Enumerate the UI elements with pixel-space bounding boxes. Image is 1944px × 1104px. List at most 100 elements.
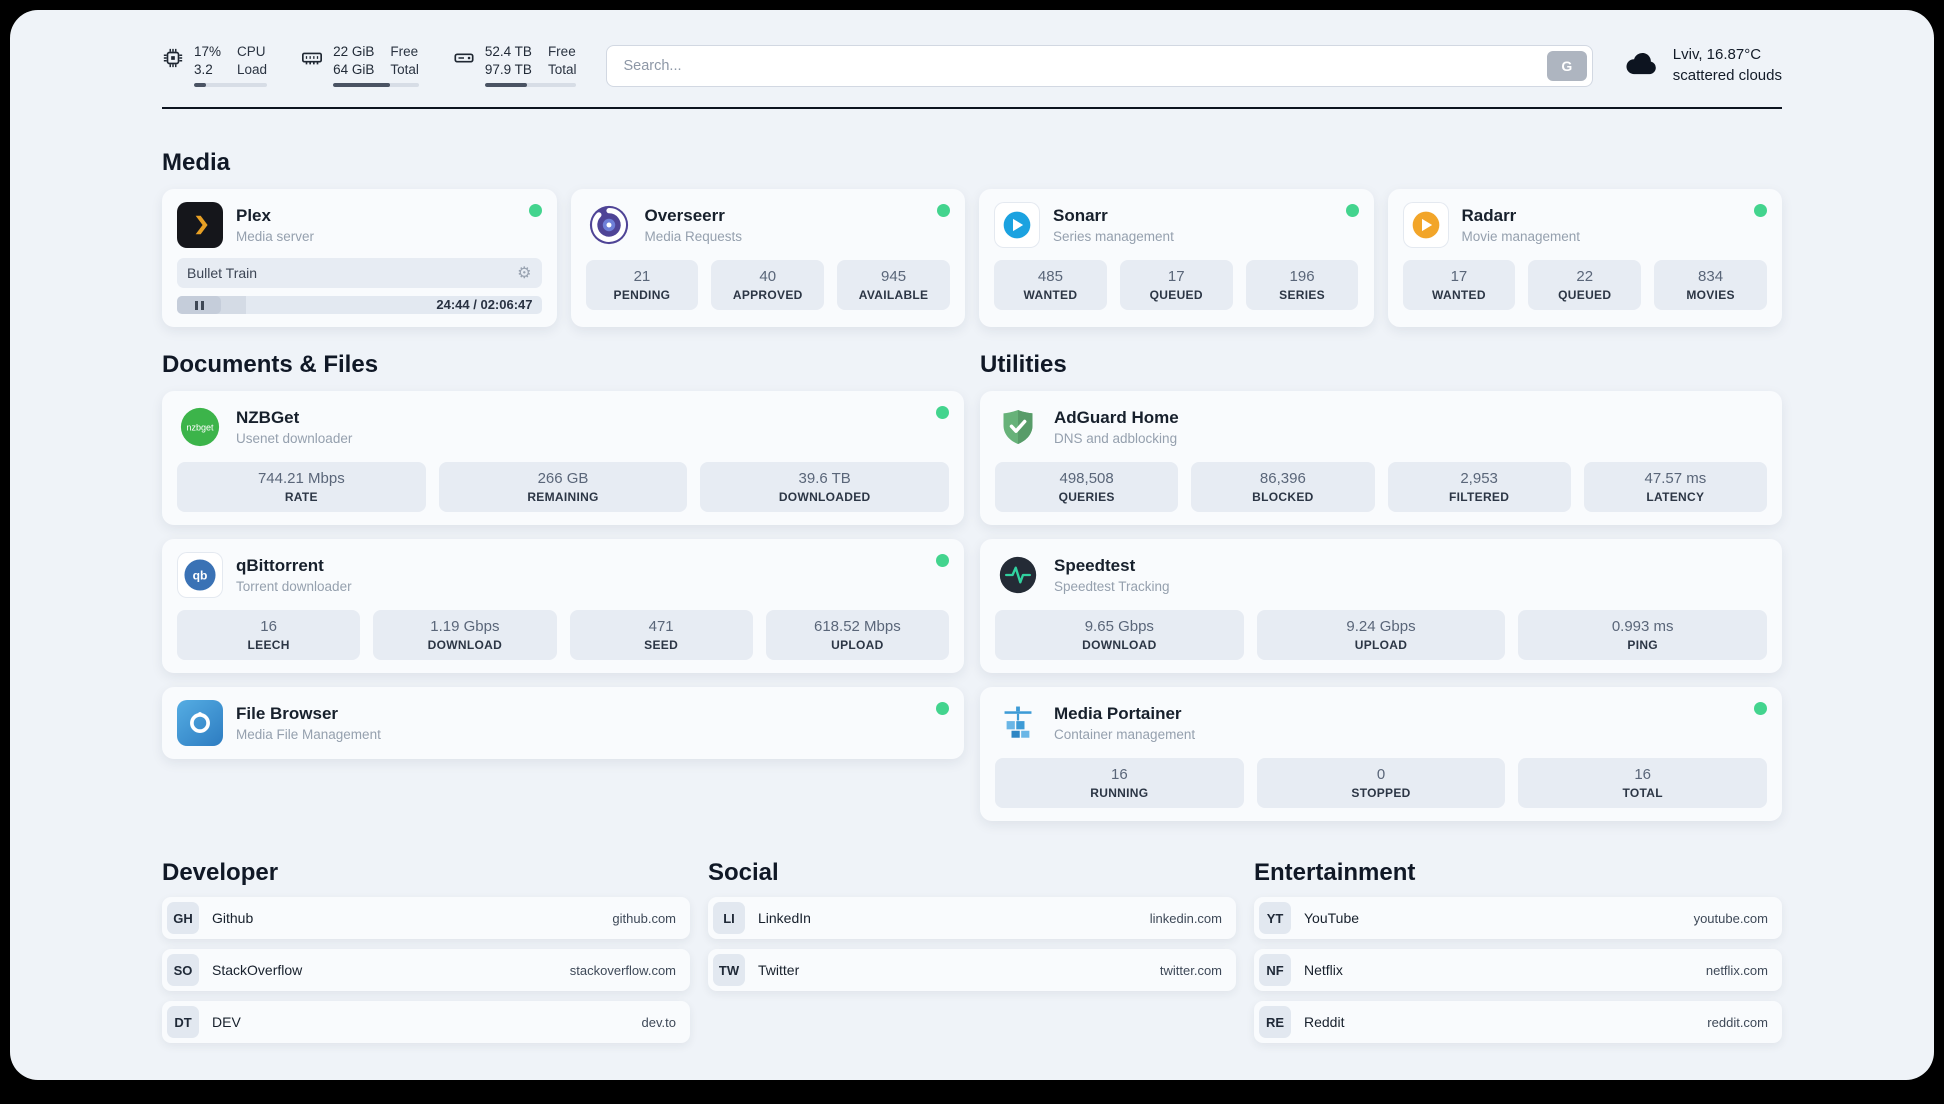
app-card-filebrowser[interactable]: File Browser Media File Management: [162, 687, 964, 759]
stat-queries: 498,508 QUERIES: [995, 462, 1179, 512]
app-card-speedtest[interactable]: Speedtest Speedtest Tracking 9.65 Gbps D…: [980, 539, 1782, 673]
pause-button[interactable]: [177, 296, 221, 314]
cpu-label-2: Load: [237, 62, 268, 77]
stat-upload: 9.24 Gbps UPLOAD: [1256, 610, 1506, 660]
cpu-monitor: 17% 3.2 CPU Load: [162, 44, 268, 87]
bookmark-name: Reddit: [1304, 1014, 1345, 1030]
bookmark-name: LinkedIn: [758, 910, 811, 926]
stat-ping: 0.993 ms PING: [1518, 610, 1768, 660]
app-subtitle: Movie management: [1461, 229, 1581, 244]
app-subtitle: Speedtest Tracking: [1054, 579, 1170, 594]
status-dot: [1754, 702, 1767, 715]
dashboard: 17% 3.2 CPU Load: [10, 10, 1934, 1080]
disk-total: 97.9 TB: [484, 62, 532, 77]
app-card-adguard[interactable]: AdGuard Home DNS and adblocking 498,508 …: [980, 391, 1782, 525]
ram-icon: [301, 44, 323, 74]
bookmark-youtube[interactable]: YT YouTube youtube.com: [1254, 897, 1782, 939]
stat-wanted: 17 WANTED: [1402, 260, 1516, 310]
bookmark-dev[interactable]: DT DEV dev.to: [162, 1001, 690, 1043]
bookmark-abbr: SO: [167, 954, 199, 986]
cpu-bar: [194, 83, 268, 87]
bookmark-twitter[interactable]: TW Twitter twitter.com: [708, 949, 1236, 991]
bookmark-url: stackoverflow.com: [569, 962, 676, 978]
bookmark-abbr: LI: [713, 902, 745, 934]
app-subtitle: DNS and adblocking: [1054, 431, 1178, 446]
bookmark-name: YouTube: [1304, 910, 1360, 926]
bookmark-url: linkedin.com: [1149, 910, 1222, 926]
ram-bar: [333, 83, 419, 87]
bookmark-name: StackOverflow: [212, 962, 303, 978]
disk-monitor: 52.4 TB 97.9 TB Free Total: [453, 44, 577, 87]
app-subtitle: Torrent downloader: [236, 579, 352, 594]
qbittorrent-icon: qb: [177, 552, 223, 598]
disk-icon: [453, 44, 475, 74]
cloud-icon: [1623, 48, 1661, 83]
gear-icon[interactable]: ⚙: [517, 265, 532, 282]
now-playing-row: Bullet Train ⚙: [177, 258, 542, 288]
portainer-icon: [995, 700, 1041, 746]
stat-wanted: 485 WANTED: [994, 260, 1107, 310]
bookmark-name: Github: [212, 910, 254, 926]
bookmark-url: github.com: [612, 910, 676, 926]
resource-monitors: 17% 3.2 CPU Load: [162, 44, 577, 87]
search-input[interactable]: [606, 44, 1593, 87]
app-subtitle: Media Requests: [644, 229, 743, 244]
app-title: qBittorrent: [236, 556, 324, 575]
search-engine-button[interactable]: G: [1546, 50, 1587, 81]
status-dot: [936, 702, 949, 715]
status-dot: [528, 204, 542, 217]
cpu-bar-fill: [194, 83, 207, 87]
app-title: File Browser: [236, 704, 339, 723]
status-dot: [936, 554, 949, 567]
stat-pending: 21 PENDING: [585, 260, 699, 310]
ram-label-1: Free: [390, 44, 419, 59]
weather-location: Lviv, 16.87°C: [1672, 46, 1762, 64]
app-card-portainer[interactable]: Media Portainer Container management 16 …: [980, 687, 1782, 821]
app-title: Plex: [236, 206, 271, 225]
cpu-percent: 17%: [194, 44, 222, 59]
ram-total: 64 GiB: [333, 62, 375, 77]
bookmarks-developer: Developer GH Github github.com SO StackO…: [162, 859, 690, 1043]
bookmark-url: youtube.com: [1693, 910, 1768, 926]
app-card-qbittorrent[interactable]: qb qBittorrent Torrent downloader 16 LEE…: [162, 539, 964, 673]
bookmark-netflix[interactable]: NF Netflix netflix.com: [1254, 949, 1782, 991]
bookmark-abbr: GH: [167, 902, 199, 934]
section-title-utilities: Utilities: [980, 351, 1067, 378]
app-title: Sonarr: [1053, 206, 1108, 225]
status-dot: [1754, 204, 1767, 217]
app-card-nzbget[interactable]: nzbget NZBGet Usenet downloader 744.21 M…: [162, 391, 964, 525]
bookmark-abbr: RE: [1259, 1006, 1291, 1038]
weather-widget: Lviv, 16.87°C scattered clouds: [1623, 45, 1782, 86]
bookmark-github[interactable]: GH Github github.com: [162, 897, 690, 939]
header-divider: [162, 107, 1782, 109]
ram-monitor: 22 GiB 64 GiB Free Total: [301, 44, 419, 87]
stat-seed: 471 SEED: [569, 610, 753, 660]
section-title-developer: Developer: [162, 859, 279, 886]
bookmarks-section: Developer GH Github github.com SO StackO…: [162, 859, 1782, 1043]
top-bar: 17% 3.2 CPU Load: [162, 10, 1782, 87]
stat-total: 16 TOTAL: [1518, 758, 1768, 808]
app-card-sonarr[interactable]: Sonarr Series management 485 WANTED 17 Q…: [979, 189, 1374, 327]
now-playing-title: Bullet Train: [187, 265, 258, 281]
app-title: NZBGet: [236, 408, 300, 427]
bookmark-linkedin[interactable]: LI LinkedIn linkedin.com: [708, 897, 1236, 939]
cpu-load: 3.2: [194, 62, 213, 77]
ram-bar-fill: [333, 83, 390, 87]
sonarr-icon: [994, 202, 1040, 248]
search-bar: G: [606, 44, 1593, 87]
stat-stopped: 0 STOPPED: [1256, 758, 1506, 808]
ram-free: 22 GiB: [333, 44, 375, 59]
bookmark-reddit[interactable]: RE Reddit reddit.com: [1254, 1001, 1782, 1043]
stat-queued: 22 QUEUED: [1528, 260, 1642, 310]
stat-upload: 618.52 Mbps UPLOAD: [765, 610, 949, 660]
app-subtitle: Media server: [236, 229, 315, 244]
app-card-radarr[interactable]: Radarr Movie management 17 WANTED 22 QUE…: [1387, 189, 1782, 327]
overseerr-icon: [586, 202, 632, 248]
player-progress: 24:44 / 02:06:47: [177, 296, 542, 314]
bookmark-abbr: TW: [713, 954, 745, 986]
app-card-plex[interactable]: Plex Media server Bullet Train ⚙ 24:44 /…: [162, 189, 557, 327]
app-card-overseerr[interactable]: Overseerr Media Requests 21 PENDING 40 A…: [570, 189, 965, 327]
nzbget-icon: nzbget: [177, 404, 223, 450]
bookmarks-entertainment: Entertainment YT YouTube youtube.com NF …: [1254, 859, 1782, 1043]
bookmark-stackoverflow[interactable]: SO StackOverflow stackoverflow.com: [162, 949, 690, 991]
